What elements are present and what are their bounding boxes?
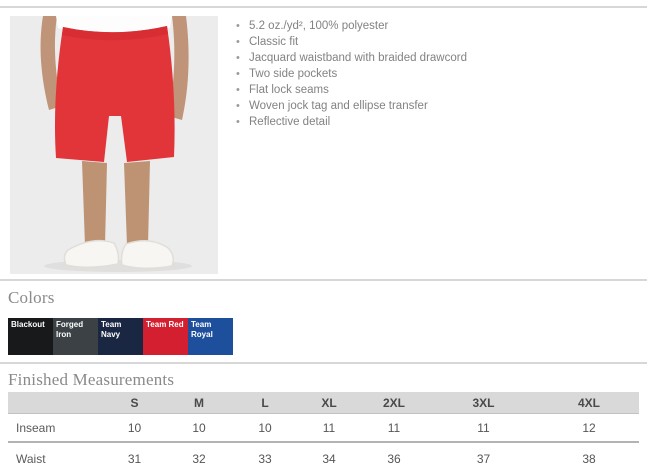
column-header-s: S: [103, 392, 166, 414]
divider-colors: [0, 279, 647, 281]
feature-text: Classic fit: [249, 36, 299, 48]
feature-text: Reflective detail: [249, 116, 331, 128]
swatch-label: Blackout: [11, 320, 45, 329]
waist-value-s: 31: [103, 441, 166, 474]
feature-text: Flat lock seams: [249, 84, 329, 96]
column-header-l: L: [232, 392, 298, 414]
colors-heading: Colors: [8, 288, 55, 307]
inseam-value-m: 10: [192, 420, 206, 435]
table-row-waist: Waist 31 32 33 34 36 37 38: [8, 441, 639, 474]
feature-item: • Reflective detail: [236, 114, 467, 130]
column-header-2xl: 2XL: [360, 392, 428, 414]
inseam-value-3xl: 11: [477, 420, 490, 435]
feature-item: • Classic fit: [236, 34, 467, 50]
waist-value-4xl: 38: [539, 441, 639, 474]
column-header-4xl: 4XL: [539, 392, 639, 414]
product-photo-illustration: [10, 16, 218, 274]
waist-value-m: 32: [166, 441, 232, 474]
inseam-value-l: 10: [258, 420, 272, 435]
shirt-shape: [56, 16, 172, 34]
swatch-label: Team Navy: [101, 320, 122, 339]
column-header-m: M: [166, 392, 232, 414]
swatch-blackout[interactable]: Blackout: [8, 318, 53, 355]
feature-item: • Two side pockets: [236, 66, 467, 82]
product-photo: [10, 16, 218, 274]
swatch-forged-iron[interactable]: Forged Iron: [53, 318, 98, 355]
bullet-icon: •: [236, 116, 240, 128]
shoe-right-shape: [120, 240, 175, 269]
color-swatches: Blackout Forged Iron Team Navy Team Red …: [8, 318, 233, 355]
feature-text: Woven jock tag and ellipse transfer: [249, 100, 428, 112]
inseam-value-xl: 11: [322, 420, 336, 435]
table-corner-cell: [8, 392, 103, 414]
leg-right-shape: [124, 161, 150, 246]
bullet-icon: •: [236, 100, 240, 112]
feature-item: • Woven jock tag and ellipse transfer: [236, 98, 467, 114]
swatch-team-red[interactable]: Team Red: [143, 318, 188, 355]
table-header-row: S M L XL 2XL 3XL 4XL: [8, 392, 639, 414]
shorts-waistband-shape: [62, 26, 168, 41]
column-header-xl: XL: [298, 392, 360, 414]
swatch-team-royal[interactable]: Team Royal: [188, 318, 233, 355]
inseam-value-s: 10: [127, 420, 142, 435]
waist-value-xl: 34: [298, 441, 360, 474]
feature-text: Two side pockets: [249, 68, 338, 80]
feature-text: 5.2 oz./yd², 100% polyester: [249, 20, 389, 32]
waist-value-2xl: 36: [360, 441, 428, 474]
measurements-heading: Finished Measurements: [8, 370, 175, 389]
leg-left-shape: [82, 161, 107, 246]
row-label: Waist: [8, 441, 103, 474]
bullet-icon: •: [236, 52, 240, 64]
swatch-label: Team Royal: [191, 320, 213, 339]
divider-measurements: [0, 362, 647, 364]
swatch-label: Team Red: [146, 320, 184, 329]
feature-item: • Flat lock seams: [236, 82, 467, 98]
bullet-icon: •: [236, 84, 240, 96]
swatch-label: Forged Iron: [56, 320, 84, 339]
divider-top: [0, 6, 647, 8]
feature-list: • 5.2 oz./yd², 100% polyester • Classic fi…: [236, 18, 467, 130]
inseam-value-4xl: 12: [582, 420, 596, 435]
bullet-icon: •: [236, 36, 240, 48]
column-header-3xl: 3XL: [428, 392, 539, 414]
waist-value-l: 33: [232, 441, 298, 474]
bullet-icon: •: [236, 20, 240, 32]
swatch-team-navy[interactable]: Team Navy: [98, 318, 143, 355]
feature-text: Jacquard waistband with braided drawcord: [249, 52, 467, 64]
feature-item: • 5.2 oz./yd², 100% polyester: [236, 18, 467, 34]
shorts-shape: [54, 26, 175, 162]
shoe-left-shape: [63, 239, 120, 268]
feature-item: • Jacquard waistband with braided drawcor…: [236, 50, 467, 66]
measurements-table: S M L XL 2XL 3XL 4XL Inseam 10 10 10 11 …: [8, 392, 639, 474]
table-row-inseam: Inseam 10 10 10 11 11 11 12: [8, 414, 639, 443]
inseam-value-2xl: 11: [387, 420, 401, 435]
waist-value-3xl: 37: [428, 441, 539, 474]
bullet-icon: •: [236, 68, 240, 80]
row-label: Inseam: [16, 420, 56, 435]
